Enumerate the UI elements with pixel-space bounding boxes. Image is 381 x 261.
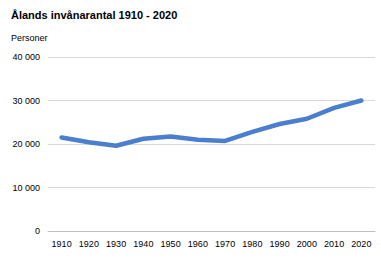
svg-text:1990: 1990 [270, 239, 290, 249]
svg-text:30 000: 30 000 [12, 96, 40, 106]
svg-text:2010: 2010 [324, 239, 344, 249]
svg-text:1950: 1950 [161, 239, 181, 249]
svg-text:1930: 1930 [106, 239, 126, 249]
svg-text:Ålands invånarantal 1910 - 202: Ålands invånarantal 1910 - 2020 [11, 9, 177, 21]
svg-text:0: 0 [35, 226, 40, 236]
svg-text:1940: 1940 [133, 239, 153, 249]
svg-text:2000: 2000 [297, 239, 317, 249]
svg-text:40 000: 40 000 [12, 52, 40, 62]
svg-text:1980: 1980 [242, 239, 262, 249]
svg-text:1960: 1960 [188, 239, 208, 249]
svg-text:1910: 1910 [52, 239, 72, 249]
svg-text:10 000: 10 000 [12, 183, 40, 193]
svg-text:1970: 1970 [215, 239, 235, 249]
svg-text:20 000: 20 000 [12, 139, 40, 149]
svg-text:2020: 2020 [351, 239, 371, 249]
svg-text:Personer: Personer [11, 33, 48, 43]
svg-text:1920: 1920 [79, 239, 99, 249]
